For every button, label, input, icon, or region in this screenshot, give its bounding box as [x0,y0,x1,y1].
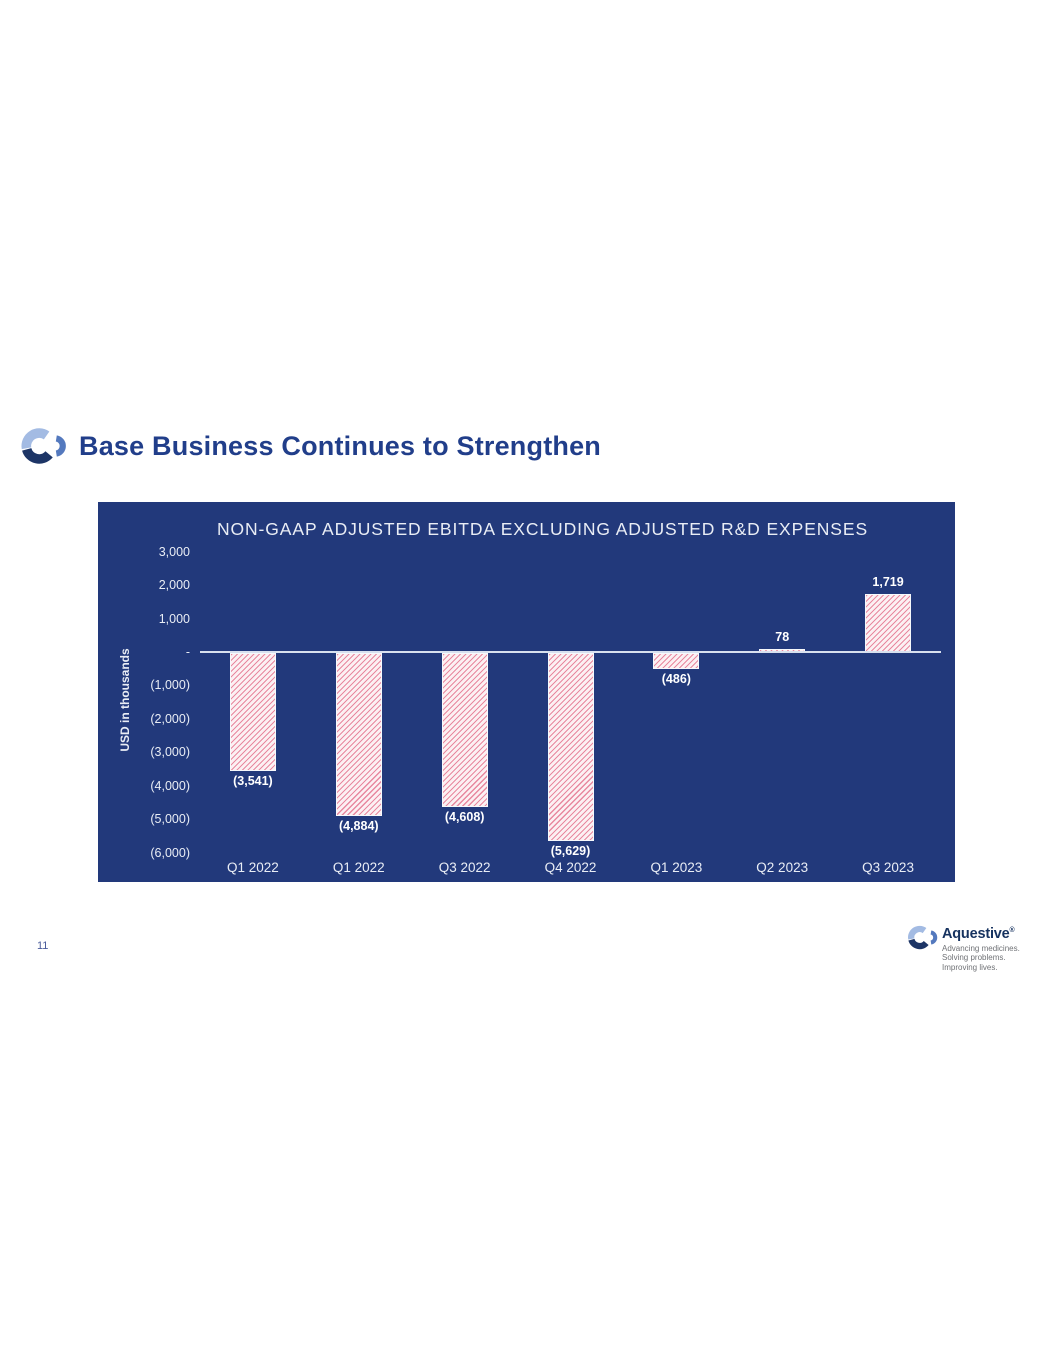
page-number: 11 [37,940,49,952]
brand-wordmark: Aquestive® [942,923,1020,942]
y-tick-label: 3,000 [158,544,190,559]
aquestive-logo-icon [908,925,938,950]
y-tick-label: 2,000 [158,578,190,593]
x-category-label: Q1 2022 [227,860,279,875]
bar [653,652,700,670]
tagline-line: Advancing medicines. [942,943,1020,953]
page-title: Base Business Continues to Strengthen [79,430,601,461]
bar-value-label: (4,884) [338,819,379,834]
x-category-label: Q3 2023 [862,860,914,875]
brand-name: Aquestive [942,925,1010,942]
bar [865,594,912,652]
chart-title: NON-GAAP ADJUSTED EBITDA EXCLUDING ADJUS… [216,519,869,539]
bar-value-label: (5,629) [550,844,591,859]
tagline-line: Solving problems. [942,953,1006,963]
x-category-label: Q2 2023 [756,860,809,875]
x-category-label: Q3 2022 [438,860,491,875]
trademark-symbol: ® [1009,927,1015,934]
aquestive-logo-icon [21,428,66,464]
y-tick-label: (4,000) [150,778,190,793]
slide-header: Base Business Continues to Strengthen [20,424,601,468]
y-tick-label: (2,000) [150,711,190,726]
bar [547,652,594,842]
x-category-label: Q1 2022 [332,860,385,875]
bar [441,652,488,807]
y-tick-label: 1,000 [158,611,190,626]
bar [335,652,382,817]
y-tick-label: (6,000) [150,845,190,860]
brand-text: Aquestive® Advancing medicines. Solving p… [942,923,1020,972]
x-category-label: Q1 2023 [650,860,703,875]
y-tick-label: (3,000) [150,745,190,760]
zero-axis-line [200,651,941,653]
y-tick-label: - [185,645,190,659]
chart-panel: NON-GAAP ADJUSTED EBITDA EXCLUDING ADJUS… [98,502,955,882]
y-axis-title: USD in thousands [118,648,132,752]
bar-value-label: (4,608) [444,810,485,825]
bar-value-label: 78 [775,630,790,645]
bar-value-label: (3,541) [233,774,273,789]
brand-footer: Aquestive® Advancing medicines. Solving p… [907,923,1020,972]
bar-value-label: (486) [661,672,691,687]
y-tick-label: (1,000) [150,678,190,693]
x-category-label: Q4 2022 [544,860,597,875]
y-tick-label: (5,000) [150,812,190,827]
bar [229,652,276,772]
brand-tagline: Advancing medicines. Solving problems. Imp… [942,944,1020,973]
bar-value-label: 1,719 [872,575,904,590]
tagline-line: Improving lives. [942,962,998,972]
